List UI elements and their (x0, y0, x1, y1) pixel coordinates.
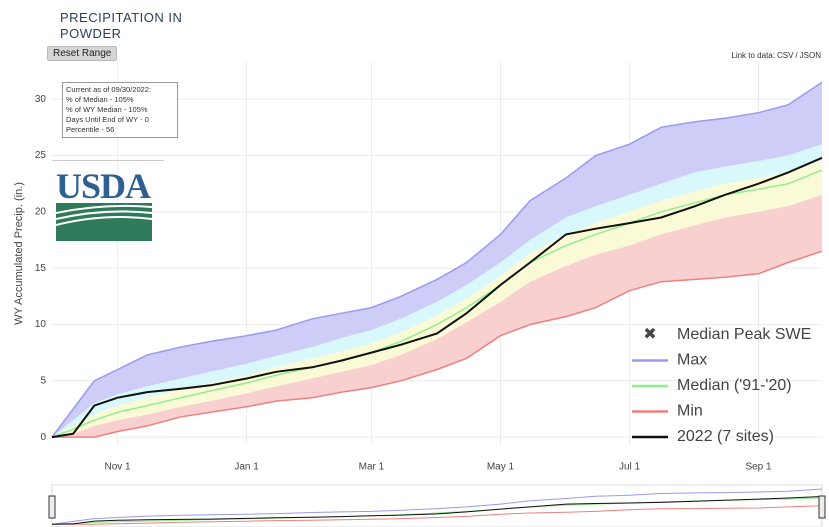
data-links: Link to data: CSV / JSON (729, 51, 821, 60)
series-line (51, 81, 823, 438)
chart-title: PRECIPITATION IN POWDER (60, 10, 183, 41)
info-box: Current as of 09/30/2022:% of Median - 1… (62, 82, 178, 138)
info-line: % of WY Median - 105% (66, 105, 148, 114)
legend-marker: ✖ (643, 326, 656, 343)
series-line (51, 169, 823, 438)
y-tick-label: 20 (35, 206, 47, 217)
link-label: Link to data: (731, 51, 775, 60)
y-tick-label: 5 (40, 375, 46, 386)
x-tick-label: Nov 1 (105, 462, 132, 473)
info-line: % of Median - 105% (66, 95, 134, 104)
legend-label: Min (677, 403, 703, 420)
band-area (52, 144, 822, 438)
usda-logo: USDA (52, 160, 164, 248)
y-tick-label: 15 (35, 263, 47, 274)
series-line (52, 250, 823, 438)
info-line: Percentile - 56 (66, 125, 115, 134)
csv-link[interactable]: CSV (776, 51, 794, 60)
slider-handle[interactable] (818, 495, 826, 519)
json-link[interactable]: JSON (799, 51, 821, 60)
legend-label: 2022 (7 sites) (677, 428, 774, 445)
band-area (52, 82, 822, 438)
band-area (52, 170, 822, 438)
legend-label: Median ('91-'20) (677, 377, 792, 394)
slider-line (52, 505, 823, 525)
y-tick-label: 10 (35, 319, 47, 330)
info-line: Days Until End of WY - 0 (66, 115, 149, 124)
y-tick-label: 0 (40, 432, 46, 443)
logo-mark (55, 203, 153, 241)
slider-handle[interactable] (48, 495, 56, 519)
band-area (52, 194, 822, 438)
slider-line (51, 488, 823, 525)
y-axis-title: WY Accumulated Precip. (in.) (13, 182, 25, 325)
x-tick-label: May 1 (487, 462, 515, 473)
series-line (51, 156, 823, 439)
y-tick-label: 30 (35, 94, 47, 105)
reset-range-button[interactable]: Reset Range (47, 46, 118, 61)
x-tick-label: Sep 1 (745, 462, 772, 473)
logo-text: USDA (56, 166, 151, 206)
x-tick-label: Jan 1 (234, 462, 259, 473)
slider-line (51, 496, 823, 525)
x-tick-label: Jul 1 (619, 462, 641, 473)
x-tick-label: Mar 1 (359, 462, 385, 473)
legend-label: Max (677, 352, 707, 369)
separator: / (795, 51, 798, 60)
legend-label: Median Peak SWE (677, 326, 811, 343)
y-tick-label: 25 (35, 150, 47, 161)
info-line: Current as of 09/30/2022: (66, 85, 152, 94)
